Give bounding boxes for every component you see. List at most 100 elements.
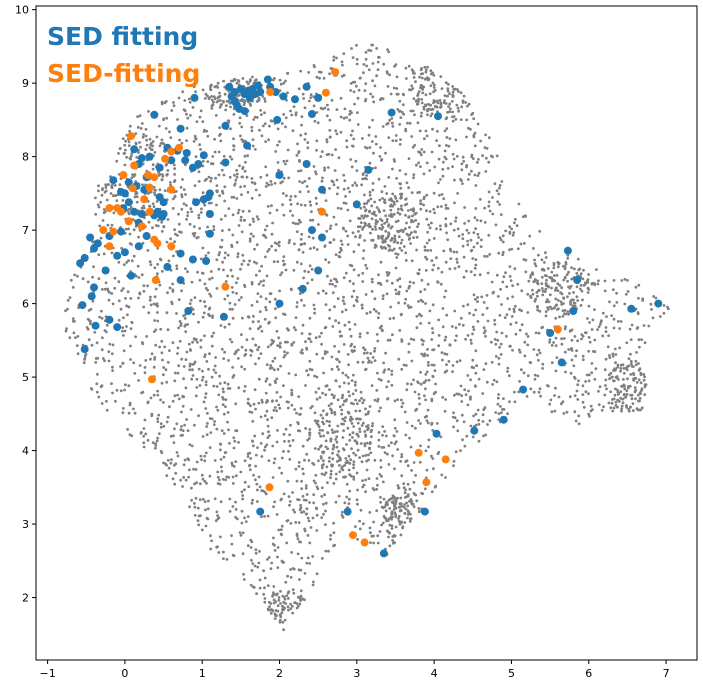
background-point [213, 364, 217, 368]
background-point [204, 392, 208, 396]
background-point [72, 331, 76, 335]
background-point [373, 349, 376, 353]
background-point [142, 434, 146, 438]
background-point [144, 148, 148, 151]
background-point [619, 369, 622, 373]
background-point [276, 429, 279, 432]
background-point [457, 392, 461, 396]
background-point [330, 153, 334, 157]
background-point [458, 359, 462, 362]
background-point [270, 232, 274, 236]
background-point [361, 479, 364, 482]
background-point [358, 527, 362, 531]
background-point [377, 377, 381, 381]
background-point [342, 173, 346, 177]
background-point [403, 491, 407, 495]
background-point [141, 342, 145, 346]
background-point [523, 340, 527, 344]
background-point [434, 104, 438, 108]
background-point [338, 330, 342, 334]
background-point [426, 113, 429, 117]
background-point [501, 253, 505, 257]
background-point [605, 387, 608, 391]
background-point [550, 286, 553, 290]
background-point [400, 340, 404, 343]
background-point [227, 475, 231, 479]
background-point [158, 283, 162, 287]
data-point [470, 426, 479, 435]
background-point [410, 259, 414, 263]
background-point [454, 339, 457, 342]
background-point [189, 298, 193, 302]
background-point [273, 457, 277, 461]
background-point [611, 354, 615, 358]
background-point [151, 167, 155, 171]
background-point [526, 374, 530, 378]
background-point [93, 330, 97, 334]
background-point [132, 228, 136, 232]
background-point [390, 373, 394, 376]
background-point [638, 345, 641, 349]
background-point [127, 305, 131, 309]
x-tick-label: 5 [508, 667, 515, 680]
background-point [432, 99, 436, 102]
background-point [283, 350, 286, 354]
background-point [192, 225, 196, 229]
background-point [306, 373, 310, 377]
background-point [511, 284, 514, 287]
data-point [167, 242, 176, 251]
background-point [180, 193, 184, 197]
background-point [163, 101, 167, 105]
background-point [612, 279, 616, 282]
background-point [367, 477, 371, 480]
background-point [175, 422, 179, 426]
background-point [301, 250, 305, 254]
background-point [241, 497, 245, 501]
background-point [550, 270, 554, 274]
background-point [548, 340, 551, 344]
background-point [384, 247, 388, 250]
background-point [466, 243, 470, 247]
background-point [258, 485, 262, 489]
background-point [590, 371, 594, 375]
background-point [391, 139, 395, 143]
background-point [197, 523, 201, 527]
background-point [260, 400, 264, 404]
background-point [339, 246, 343, 250]
background-point [616, 388, 619, 392]
background-point [284, 340, 287, 344]
background-point [541, 293, 545, 297]
background-point [91, 299, 95, 303]
background-point [419, 207, 423, 211]
background-point [321, 451, 325, 455]
background-point [183, 99, 187, 102]
data-point [349, 531, 357, 540]
background-point [263, 317, 267, 321]
background-point [383, 221, 386, 225]
background-point [403, 496, 407, 499]
background-point [455, 103, 459, 107]
background-point [181, 178, 184, 181]
background-point [118, 183, 122, 187]
background-point [427, 321, 431, 325]
background-point [399, 116, 403, 119]
background-point [258, 586, 262, 590]
background-point [252, 314, 255, 318]
background-point [321, 391, 324, 395]
background-point [295, 301, 299, 304]
background-point [633, 376, 637, 380]
background-point [207, 499, 210, 503]
background-point [410, 135, 414, 138]
background-point [386, 48, 389, 51]
background-point [294, 316, 298, 319]
background-point [283, 262, 287, 266]
background-point [430, 338, 434, 341]
background-point [385, 292, 389, 296]
background-point [395, 292, 398, 295]
background-point [356, 537, 359, 541]
background-point [544, 287, 548, 291]
background-point [412, 173, 416, 177]
background-point [604, 326, 608, 329]
background-point [461, 155, 465, 159]
data-point [150, 110, 159, 119]
